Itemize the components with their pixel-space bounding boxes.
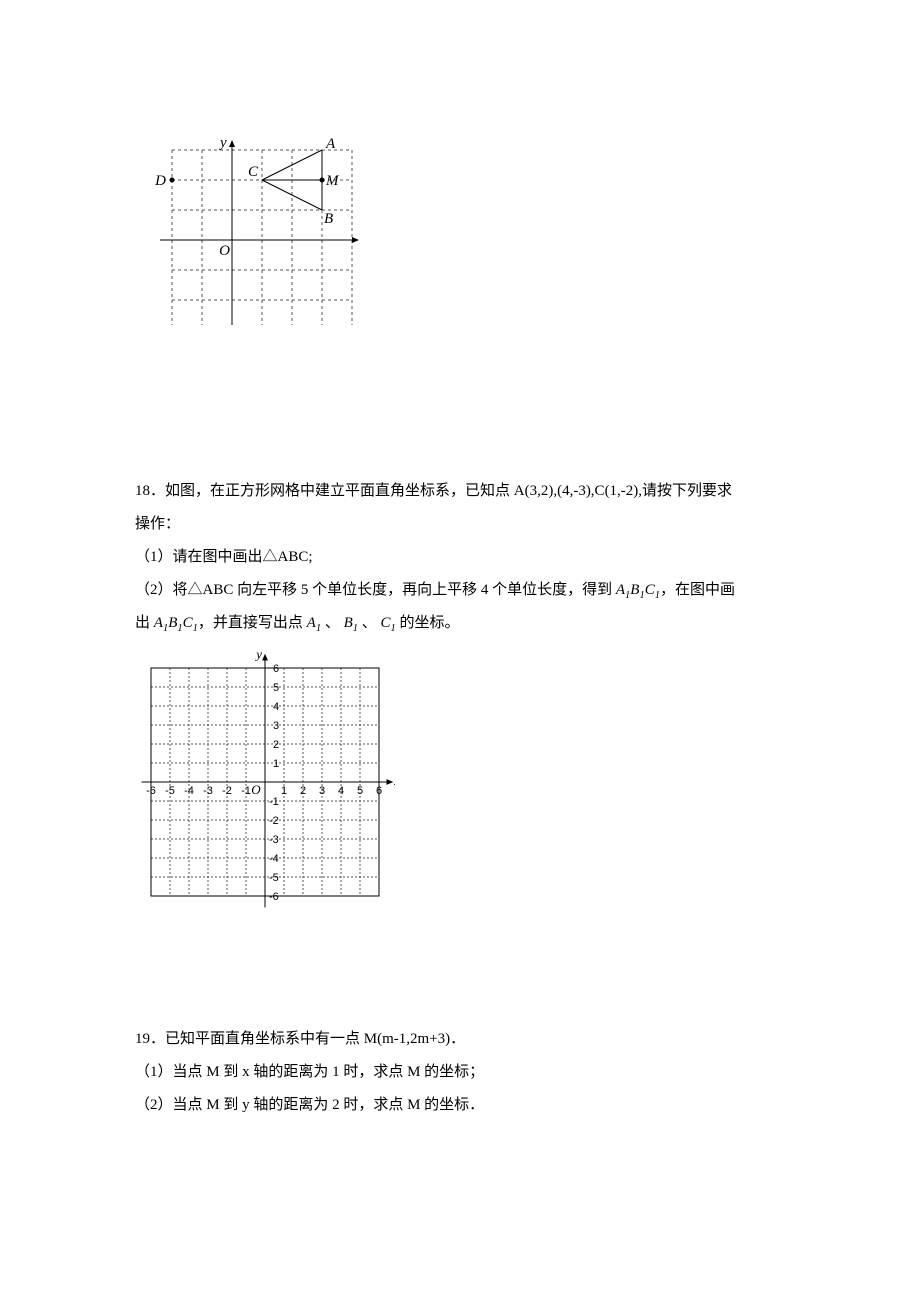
svg-text:A: A <box>325 136 336 152</box>
svg-text:M: M <box>325 173 340 189</box>
svg-text:-2: -2 <box>269 815 279 827</box>
question-19: 19．已知平面直角坐标系中有一点 M(m-1,2m+3)． （1）当点 M 到 … <box>135 1023 800 1122</box>
q19-line3: （2）当点 M 到 y 轴的距离为 2 时，求点 M 的坐标． <box>135 1089 800 1122</box>
svg-text:-3: -3 <box>269 834 279 846</box>
svg-text:3: 3 <box>273 720 279 732</box>
svg-text:3: 3 <box>319 785 325 797</box>
question-18: 18．如图，在正方形网格中建立平面直角坐标系，已知点 A(3,2),(4,-3)… <box>135 475 800 640</box>
svg-text:4: 4 <box>273 701 279 713</box>
q19-line2: （1）当点 M 到 x 轴的距离为 1 时，求点 M 的坐标； <box>135 1056 800 1089</box>
svg-text:-2: -2 <box>222 785 232 797</box>
math-a1b1c1: A1B1C1 <box>616 582 660 598</box>
svg-text:C: C <box>248 164 259 180</box>
q18-line5: 出 A1B1C1，并直接写出点 A1 、 B1 、 C1 的坐标。 <box>135 607 800 640</box>
svg-text:x: x <box>393 773 395 788</box>
svg-text:O: O <box>219 243 230 259</box>
svg-text:1: 1 <box>281 785 287 797</box>
svg-text:2: 2 <box>273 739 279 751</box>
math-b1: B1 <box>344 615 358 631</box>
svg-text:6: 6 <box>376 785 382 797</box>
svg-text:5: 5 <box>273 682 279 694</box>
q18-line1: 18．如图，在正方形网格中建立平面直角坐标系，已知点 A(3,2),(4,-3)… <box>135 475 800 508</box>
coord-grid-empty-svg: -6-5-4-3-2-1123456123456-1-2-3-4-5-6Oxy <box>135 648 395 913</box>
q18-line4: （2）将△ABC 向左平移 5 个单位长度，再向上平移 4 个单位长度，得到 A… <box>135 574 800 607</box>
svg-text:-3: -3 <box>203 785 213 797</box>
svg-text:y: y <box>254 648 262 662</box>
svg-text:B: B <box>324 211 333 227</box>
math-a1: A1 <box>307 615 321 631</box>
svg-text:O: O <box>251 782 261 797</box>
math-a1b1c1-b: A1B1C1 <box>154 615 198 631</box>
figure-q17-graph: xyOABCDM <box>135 110 800 330</box>
figure-q18-grid: -6-5-4-3-2-1123456123456-1-2-3-4-5-6Oxy <box>135 648 800 918</box>
svg-text:-1: -1 <box>269 796 279 808</box>
svg-text:-1: -1 <box>241 785 251 797</box>
page-container: x y O A B C D M 18．如图，在正方形网格中建立平面直角坐标系，已知点 A(3,… <box>0 0 920 1182</box>
q19-line1: 19．已知平面直角坐标系中有一点 M(m-1,2m+3)． <box>135 1023 800 1056</box>
svg-text:y: y <box>218 135 227 151</box>
svg-text:6: 6 <box>273 663 279 675</box>
q18-line3: （1）请在图中画出△ABC; <box>135 541 800 574</box>
svg-text:2: 2 <box>300 785 306 797</box>
svg-text:4: 4 <box>338 785 344 797</box>
svg-text:5: 5 <box>357 785 363 797</box>
svg-text:-4: -4 <box>269 853 279 865</box>
q18-line2: 操作： <box>135 508 800 541</box>
svg-text:-5: -5 <box>269 872 279 884</box>
coord-grid-triangle-svg: xyOABCDM <box>135 110 360 325</box>
svg-text:-4: -4 <box>184 785 194 797</box>
svg-text:-6: -6 <box>146 785 156 797</box>
svg-text:D: D <box>154 173 166 189</box>
svg-text:-5: -5 <box>165 785 175 797</box>
math-c1: C1 <box>381 615 396 631</box>
svg-text:-6: -6 <box>269 891 279 903</box>
svg-text:1: 1 <box>273 758 279 770</box>
